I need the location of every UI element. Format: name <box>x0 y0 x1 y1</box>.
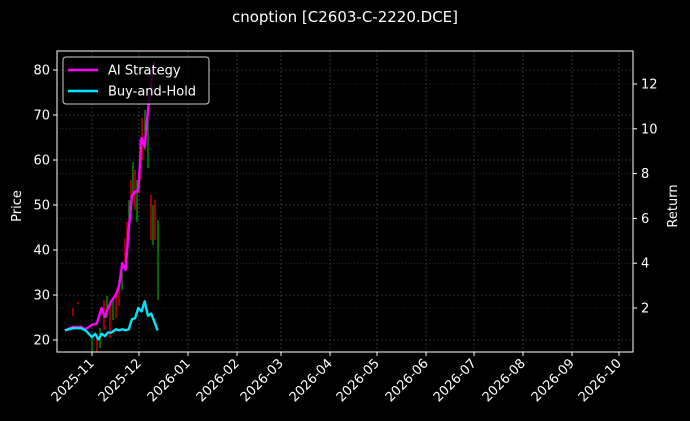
y-tick-label: 70 <box>33 109 50 124</box>
y-axis-label: Price <box>10 190 25 222</box>
legend-label: AI Strategy <box>108 64 181 79</box>
legend-label: Buy-and-Hold <box>108 85 196 100</box>
series-line-ai-strategy <box>64 61 156 332</box>
series-line-buy-and-hold <box>64 300 159 341</box>
x-tick-label: 2026-10 <box>576 356 625 405</box>
x-tick-label: 2026-07 <box>431 356 480 405</box>
y-tick-label: 60 <box>33 154 50 169</box>
right-tick-label: 10 <box>641 122 658 137</box>
x-tick-label: 2026-03 <box>238 356 287 405</box>
y-tick-label: 40 <box>33 244 50 259</box>
x-tick-label: 2026-05 <box>334 356 383 405</box>
x-tick-label: 2026-04 <box>287 356 336 405</box>
plot-frame <box>56 50 634 353</box>
right-tick-label: 2 <box>641 302 649 317</box>
right-axis-label: Return <box>666 184 681 227</box>
chart-title: cnoption [C2603-C-2220.DCE] <box>231 8 459 26</box>
right-axis: 2 4 6 8 10 12 <box>633 78 658 317</box>
right-tick-label: 4 <box>641 257 649 272</box>
x-tick-label: 2026-01 <box>145 356 194 405</box>
y-tick-label: 80 <box>33 64 50 79</box>
right-tick-label: 6 <box>641 212 649 227</box>
x-tick-label: 2025-12 <box>96 356 145 405</box>
x-tick-label: 2026-08 <box>480 356 529 405</box>
y-tick-label: 50 <box>33 199 50 214</box>
x-tick-label: 2025-11 <box>49 356 98 405</box>
x-tick-label: 2026-09 <box>529 356 578 405</box>
right-tick-label: 8 <box>641 167 649 182</box>
left-axis: 20 30 40 50 60 70 80 <box>33 64 57 349</box>
x-tick-label: 2026-02 <box>194 356 243 405</box>
series-lines <box>64 61 159 341</box>
y-tick-label: 20 <box>33 334 50 349</box>
y-tick-label: 30 <box>33 289 50 304</box>
legend: AI Strategy Buy-and-Hold <box>62 56 210 105</box>
x-tick-label: 2026-06 <box>383 356 432 405</box>
right-tick-label: 12 <box>641 78 658 93</box>
